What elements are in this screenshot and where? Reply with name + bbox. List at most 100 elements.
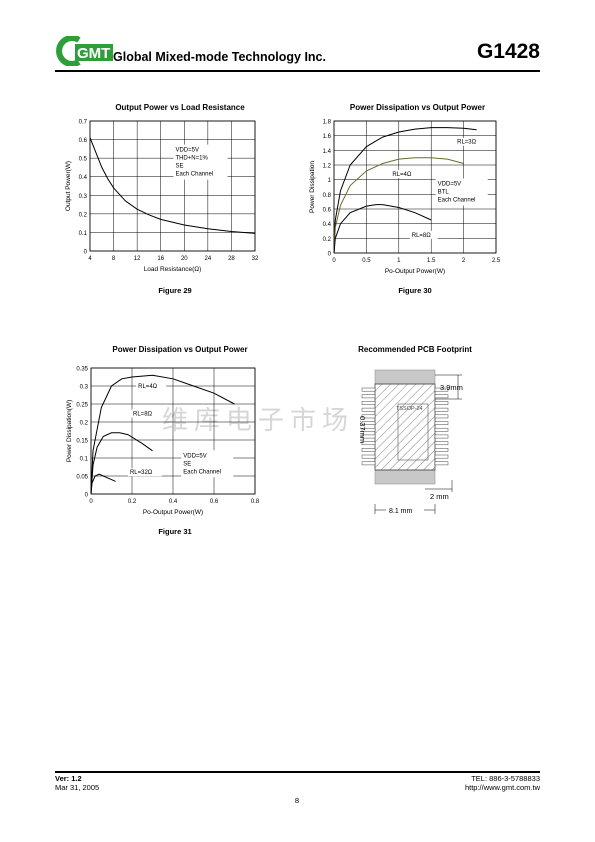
fig30-chart: 0 0.2 0.4 0.6 0.8 1 1.2 1.4 1.6 1.8 0 0.5 1 1.5 2 2.5 Po…: [309, 120, 501, 276]
part-number: G1428: [476, 40, 540, 63]
plot-frame: [90, 367, 256, 495]
pcb-bottom-tab: [374, 469, 436, 485]
series-line: [90, 473, 116, 495]
y-axis-label: Output Power(W): [65, 161, 72, 211]
company-name: Global Mixed-mode Technology Inc.: [113, 50, 326, 64]
annotation-line: VDD=5V: [175, 148, 199, 154]
annotation-line: SE: [183, 461, 191, 467]
dim-label-bg: [386, 506, 424, 515]
y-tick-label: 0.05: [76, 475, 88, 481]
logo-text: GMT: [77, 45, 110, 62]
plot-frame: [333, 120, 497, 254]
annotation-line: VDD=5V: [438, 182, 462, 188]
pcb-lead-right: [434, 387, 449, 392]
pcb-lead-right: [434, 407, 449, 412]
y-tick-label: 0.3: [80, 385, 89, 391]
series-label-bg: [136, 381, 167, 390]
y-tick-label: 1.6: [323, 134, 332, 140]
pcb-lead-right: [434, 401, 449, 405]
y-tick-label: 0: [328, 252, 332, 258]
y-tick-label: 0.3: [79, 194, 88, 200]
series-label: RL=8Ω: [412, 233, 432, 239]
series-label: RL=3Ω: [457, 140, 477, 146]
pcb-lead-right: [434, 394, 449, 399]
y-tick-label: 0.4: [79, 175, 88, 181]
series-label: RL=32Ω: [130, 470, 153, 476]
pcb-lead-right: [434, 421, 449, 425]
series-line: [333, 157, 464, 254]
y-tick-label: 0.6: [323, 208, 332, 214]
pcb-lead-left: [361, 414, 376, 419]
fig29-title: Output Power vs Load Resistance: [115, 103, 245, 112]
series-label-bg: [127, 468, 162, 477]
y-tick-label: 0.1: [80, 457, 89, 463]
pcb-lead-left: [361, 407, 376, 412]
x-tick-label: 0: [332, 258, 336, 264]
fig30-caption: Figure 30: [398, 286, 432, 295]
annotation-line: SE: [175, 164, 183, 170]
y-tick-label: 0.2: [79, 212, 88, 218]
y-tick-label: 1.8: [323, 120, 332, 126]
x-tick-label: 28: [228, 256, 235, 262]
pcb-lead-right: [434, 414, 449, 419]
pcb-lead-left: [361, 441, 376, 446]
y-tick-label: 0.1: [79, 231, 88, 237]
header-rule: [55, 70, 540, 72]
fig31-chart: 0 0.05 0.1 0.15 0.2 0.25 0.3 0.35 0 0.2 0.4 0.6 0.8 P…: [66, 367, 260, 517]
y-tick-label: 0.2: [80, 421, 89, 427]
pcb-lead-right: [434, 434, 449, 439]
page-number: 8: [294, 796, 300, 805]
annotation-line: THD+N=1%: [175, 156, 208, 162]
fig31-caption: Figure 31: [158, 527, 192, 536]
series-label: RL=8Ω: [133, 412, 153, 418]
pcb-lead-left: [361, 434, 376, 439]
annotation-line: VDD=5V: [183, 453, 207, 459]
y-tick-label: 0.7: [79, 120, 88, 126]
dim-width-label: 3.9mm: [440, 383, 463, 392]
y-tick-label: 1.4: [323, 149, 332, 155]
y-tick-label: 0.15: [76, 439, 88, 445]
x-tick-label: 24: [205, 256, 212, 262]
series-label: RL=4Ω: [138, 384, 158, 390]
x-tick-label: 0.8: [251, 499, 260, 505]
footer-date: Mar 31, 2005: [55, 783, 100, 792]
x-tick-label: 4: [88, 256, 92, 262]
footer-url[interactable]: http://www.gmt.com.tw: [464, 783, 540, 792]
y-axis-label: Power Dissipation: [309, 161, 316, 213]
footer-version: Ver: 1.2: [55, 774, 82, 783]
fig29-chart: 0 0.1 0.2 0.3 0.4 0.5 0.6 0.7 4 8 12 16 20 24 28 32 Load…: [65, 120, 259, 274]
fig30-title: Power Dissipation vs Output Power: [349, 103, 486, 112]
plot-frame: [89, 120, 256, 252]
annotation-bg: [181, 450, 234, 478]
pcb-lead-left: [361, 461, 376, 466]
x-tick-label: 0.4: [169, 499, 178, 505]
dim-total-label: 8.1 mm: [389, 508, 413, 515]
y-tick-label: 0.2: [323, 237, 332, 243]
pcb-lead-left: [361, 454, 376, 459]
series-line: [90, 374, 235, 495]
series-line: [90, 432, 153, 495]
y-tick-label: 1: [328, 178, 332, 184]
series-line: [333, 127, 477, 254]
fig31-title: Power Dissipation vs Output Power: [112, 345, 248, 354]
x-tick-label: 16: [157, 256, 164, 262]
series-label-bg: [131, 409, 160, 418]
pcb-lead-left: [361, 401, 376, 405]
y-tick-label: 0.35: [76, 367, 88, 373]
pcb-inner-pad: [397, 403, 429, 461]
x-tick-label: 2: [462, 258, 466, 264]
y-tick-label: 0.8: [323, 193, 332, 199]
x-tick-label: 2.5: [492, 258, 501, 264]
pcb-lead-left: [361, 427, 376, 432]
series-label-bg: [455, 137, 484, 146]
y-axis-label: Power Dissipation(W): [66, 400, 73, 463]
x-tick-label: 0.5: [362, 258, 371, 264]
annotation-line: Each Channel: [175, 172, 213, 178]
gmt-logo-icon: GMT: [56, 36, 113, 66]
annotation-bg: [173, 144, 228, 180]
series-line: [89, 137, 256, 234]
annotation-bg: [435, 178, 488, 206]
footer-tel: TEL: 886-3-5788833: [471, 774, 540, 783]
y-tick-label: 0: [85, 493, 89, 499]
fig29-caption: Figure 29: [158, 286, 192, 295]
